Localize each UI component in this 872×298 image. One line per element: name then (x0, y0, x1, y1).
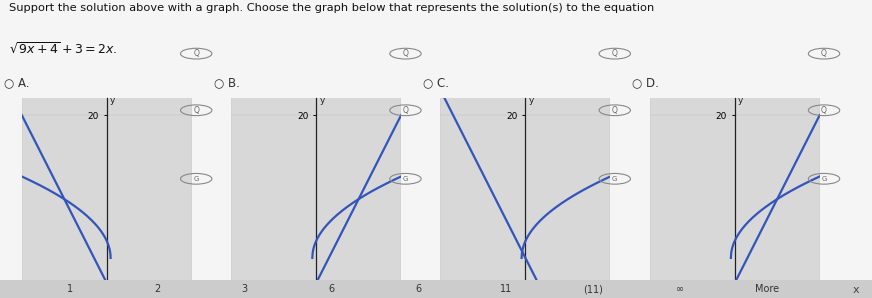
Text: Q: Q (612, 106, 617, 115)
Text: x: x (192, 286, 197, 295)
Text: (11): (11) (583, 284, 603, 294)
Text: y: y (110, 96, 116, 105)
Text: y: y (528, 96, 535, 105)
Text: x: x (401, 286, 406, 295)
Text: 6: 6 (415, 284, 422, 294)
Text: ○ A.: ○ A. (4, 76, 30, 89)
Text: x: x (610, 286, 616, 295)
Text: 11: 11 (500, 284, 512, 294)
Text: G: G (821, 176, 827, 182)
Text: More: More (755, 284, 780, 294)
Text: Q: Q (612, 49, 617, 58)
Text: Q: Q (403, 49, 408, 58)
Text: 2: 2 (153, 284, 160, 294)
Text: y: y (319, 96, 325, 105)
Text: Q: Q (821, 49, 827, 58)
Text: G: G (403, 176, 408, 182)
Text: Q: Q (403, 106, 408, 115)
Text: 1: 1 (66, 284, 73, 294)
Text: ○ D.: ○ D. (632, 76, 659, 89)
Text: 3: 3 (241, 284, 248, 294)
Text: y: y (738, 96, 744, 105)
Text: G: G (194, 176, 199, 182)
Text: ○ C.: ○ C. (423, 76, 449, 89)
Text: ∞: ∞ (676, 284, 685, 294)
Text: Q: Q (821, 106, 827, 115)
Text: Q: Q (194, 106, 199, 115)
Text: $\sqrt{9x+4}+3=2x.$: $\sqrt{9x+4}+3=2x.$ (9, 42, 117, 57)
Text: 6: 6 (328, 284, 335, 294)
Text: G: G (612, 176, 617, 182)
Text: ○ B.: ○ B. (214, 76, 240, 89)
Text: x: x (820, 286, 825, 295)
Text: Support the solution above with a graph. Choose the graph below that represents : Support the solution above with a graph.… (9, 3, 654, 13)
Text: x: x (852, 285, 859, 295)
Text: Q: Q (194, 49, 199, 58)
